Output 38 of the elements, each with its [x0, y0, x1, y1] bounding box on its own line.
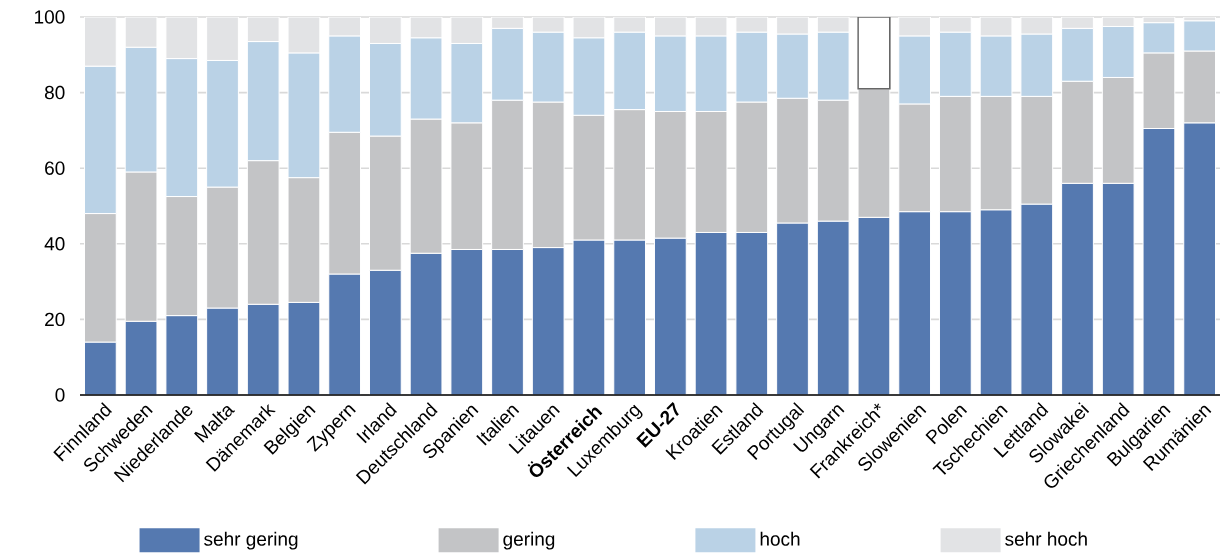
bar [898, 211, 931, 395]
bar [1102, 183, 1135, 395]
bar [328, 274, 361, 395]
bar [573, 240, 605, 395]
bar [247, 304, 280, 395]
legend-label: sehr gering [204, 531, 298, 550]
bar [735, 232, 768, 395]
bar [817, 221, 850, 395]
y-tick-label: 60 [45, 161, 65, 175]
bar [206, 308, 239, 395]
bar [776, 223, 809, 395]
y-tick-label: 80 [44, 85, 65, 100]
legend-label: hoch [760, 531, 800, 546]
bar [654, 238, 687, 395]
bar [939, 211, 972, 395]
bar [410, 253, 442, 395]
bar [1061, 183, 1094, 395]
legend-label: gering [503, 531, 555, 550]
bar [288, 302, 320, 395]
bar [1020, 204, 1053, 395]
y-tick-label: 0 [55, 388, 65, 402]
bar [165, 315, 198, 395]
bar [450, 249, 483, 395]
bar [1183, 122, 1217, 395]
y-tick-label: 40 [44, 237, 65, 251]
y-tick-label: 100 [35, 10, 65, 24]
bar [125, 321, 157, 395]
bar [84, 342, 117, 395]
bar [613, 240, 646, 395]
bar [491, 249, 524, 395]
bar [532, 247, 565, 395]
y-tick-label: 20 [45, 312, 65, 327]
bar [369, 270, 402, 395]
legend-label: sehr hoch [1005, 531, 1087, 546]
bar [980, 209, 1012, 395]
bar [695, 232, 727, 395]
bar [1143, 128, 1175, 395]
bar [858, 217, 890, 395]
